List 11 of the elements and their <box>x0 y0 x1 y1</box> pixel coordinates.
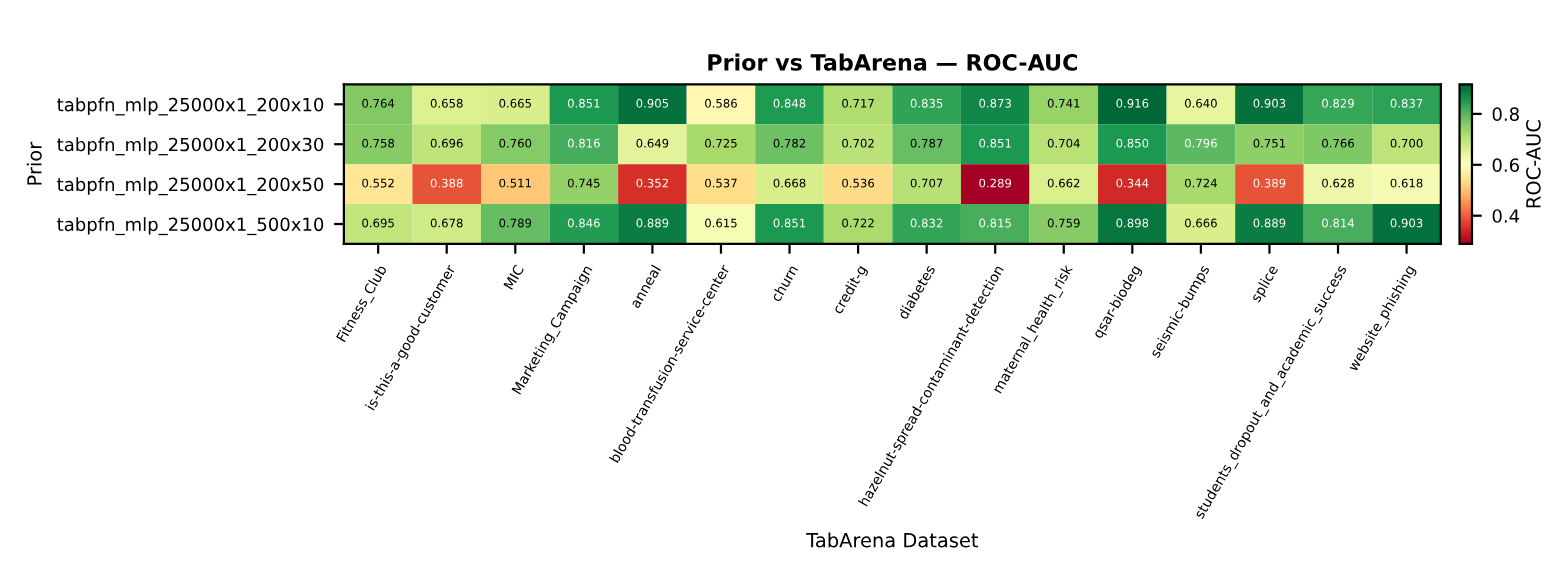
x-axis-title: TabArena Dataset <box>806 532 979 548</box>
y-tick-label: tabpfn_mlp_25000x1_200x10 <box>57 97 324 116</box>
y-tick-label: tabpfn_mlp_25000x1_200x50 <box>57 177 324 196</box>
y-axis-title: Prior <box>26 141 42 185</box>
color-bar-label: 0.8 <box>1492 107 1519 121</box>
y-tick-label: tabpfn_mlp_25000x1_500x10 <box>57 217 324 236</box>
color-bar-title: ROC-AUC <box>1526 120 1541 208</box>
color-bar-label: 0.6 <box>1492 158 1519 172</box>
y-tick-label: tabpfn_mlp_25000x1_200x30 <box>57 137 324 156</box>
chart-title: Prior vs TabArena — ROC-AUC <box>708 53 1077 71</box>
color-bar-label: 0.4 <box>1492 209 1520 223</box>
